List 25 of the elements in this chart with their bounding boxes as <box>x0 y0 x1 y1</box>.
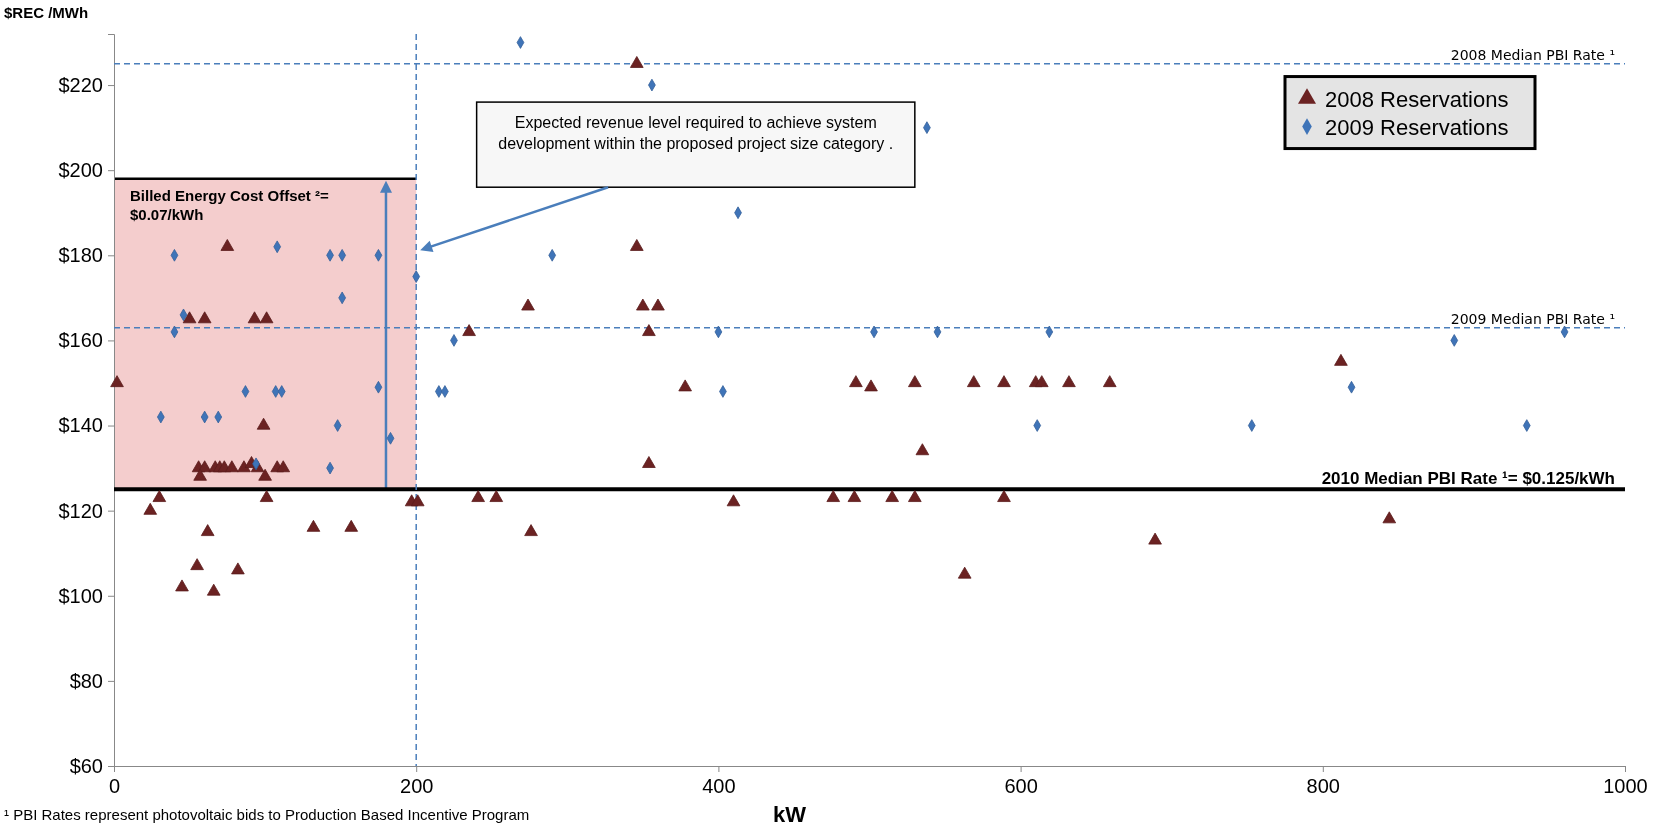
annotation: Expected revenue level required to achieve system development within the proposed project size category . <box>498 114 894 153</box>
x-tick-label: 600 <box>1004 775 1038 797</box>
y-axis-title: $REC /MWh <box>4 4 89 21</box>
y-tick-label: $200 <box>58 159 103 182</box>
x-tick-label: 200 <box>400 775 434 797</box>
legend-label: 2009 Reservations <box>1325 114 1509 140</box>
y-tick-label: $80 <box>69 669 103 692</box>
x-tick-label: 1000 <box>1603 775 1648 797</box>
x-axis-title: kW <box>773 802 807 827</box>
y-tick-label: $220 <box>58 73 103 96</box>
y-tick-label: $100 <box>58 584 103 607</box>
legend-label: 2008 Reservations <box>1325 86 1509 112</box>
x-tick-label: 800 <box>1306 775 1340 797</box>
y-tick-label: $180 <box>58 244 103 267</box>
y-tick-label: $120 <box>58 499 103 522</box>
text: ¹ PBI Rates represent photovoltaic bids to Production Based Incentive Program <box>4 806 530 823</box>
annotation: 2010 Median PBI Rate ¹= $0.125/kWh <box>1321 469 1615 489</box>
y-tick-label: $160 <box>58 329 103 352</box>
ref-line-label: 2008 Median PBI Rate ¹ <box>1450 46 1615 63</box>
ref-line-label: 2009 Median PBI Rate ¹ <box>1450 310 1615 327</box>
y-tick-label: $140 <box>58 414 103 437</box>
x-tick-label: 0 <box>108 775 121 797</box>
y-tick-label: $60 <box>69 754 103 777</box>
x-tick-label: 400 <box>702 775 736 797</box>
band-label: Billed Energy Cost Offset ²= $0.07/kWh <box>130 186 330 223</box>
